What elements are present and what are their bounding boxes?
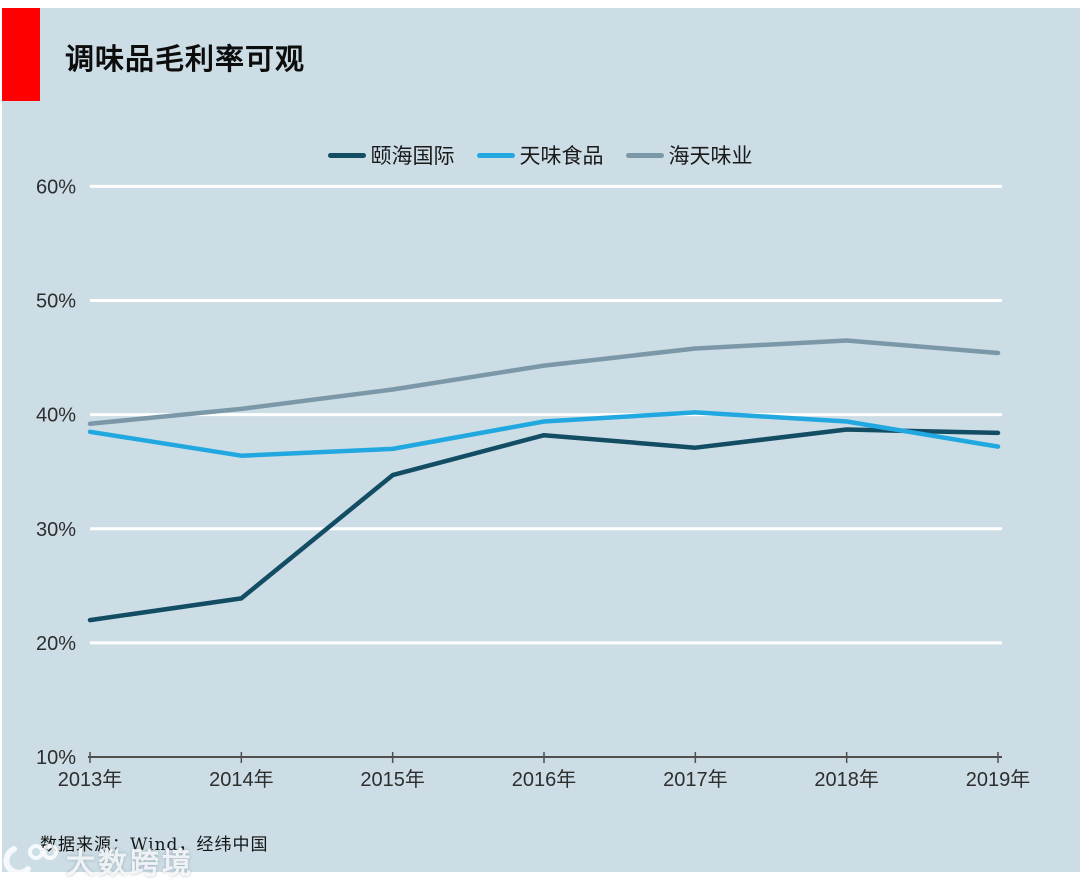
chart-title: 调味品毛利率可观 [65, 44, 306, 76]
legend: 颐海国际 天味食品 海天味业 [0, 140, 1080, 170]
series-line-天味食品 [87, 410, 1001, 458]
legend-label: 颐海国际 [370, 145, 455, 168]
red-accent-bar [2, 8, 40, 101]
source-note: 数据来源：Wind，经纬中国 [40, 835, 269, 855]
y-tick-label: 50% [36, 291, 76, 313]
legend-item-tianwei-shipin: 天味食品 [476, 140, 604, 170]
y-tick-label: 40% [36, 405, 76, 427]
series-line-颐海国际 [87, 427, 1001, 623]
x-tick-label: 2018年 [814, 768, 879, 791]
y-tick-label: 10% [36, 747, 76, 769]
legend-line-swatch [476, 152, 515, 158]
legend-line-swatch [327, 152, 366, 158]
legend-label: 天味食品 [519, 145, 604, 168]
x-tick-label: 2017年 [663, 768, 728, 791]
y-tick-label: 30% [36, 519, 76, 541]
series-line-海天味业 [87, 338, 1001, 427]
chart-panel [2, 8, 1080, 872]
x-tick-label: 2014年 [209, 768, 274, 791]
y-tick-label: 60% [36, 176, 76, 198]
legend-label: 海天味业 [668, 145, 753, 168]
legend-item-haitian-weiye: 海天味业 [625, 140, 753, 170]
y-tick-label: 20% [36, 633, 76, 655]
legend-item-yihai-guoji: 颐海国际 [327, 140, 455, 170]
x-tick-label: 2015年 [360, 768, 425, 791]
legend-line-swatch [625, 152, 664, 158]
x-tick-label: 2013年 [58, 768, 123, 791]
x-tick-label: 2019年 [966, 768, 1031, 791]
x-tick-label: 2016年 [512, 768, 577, 791]
